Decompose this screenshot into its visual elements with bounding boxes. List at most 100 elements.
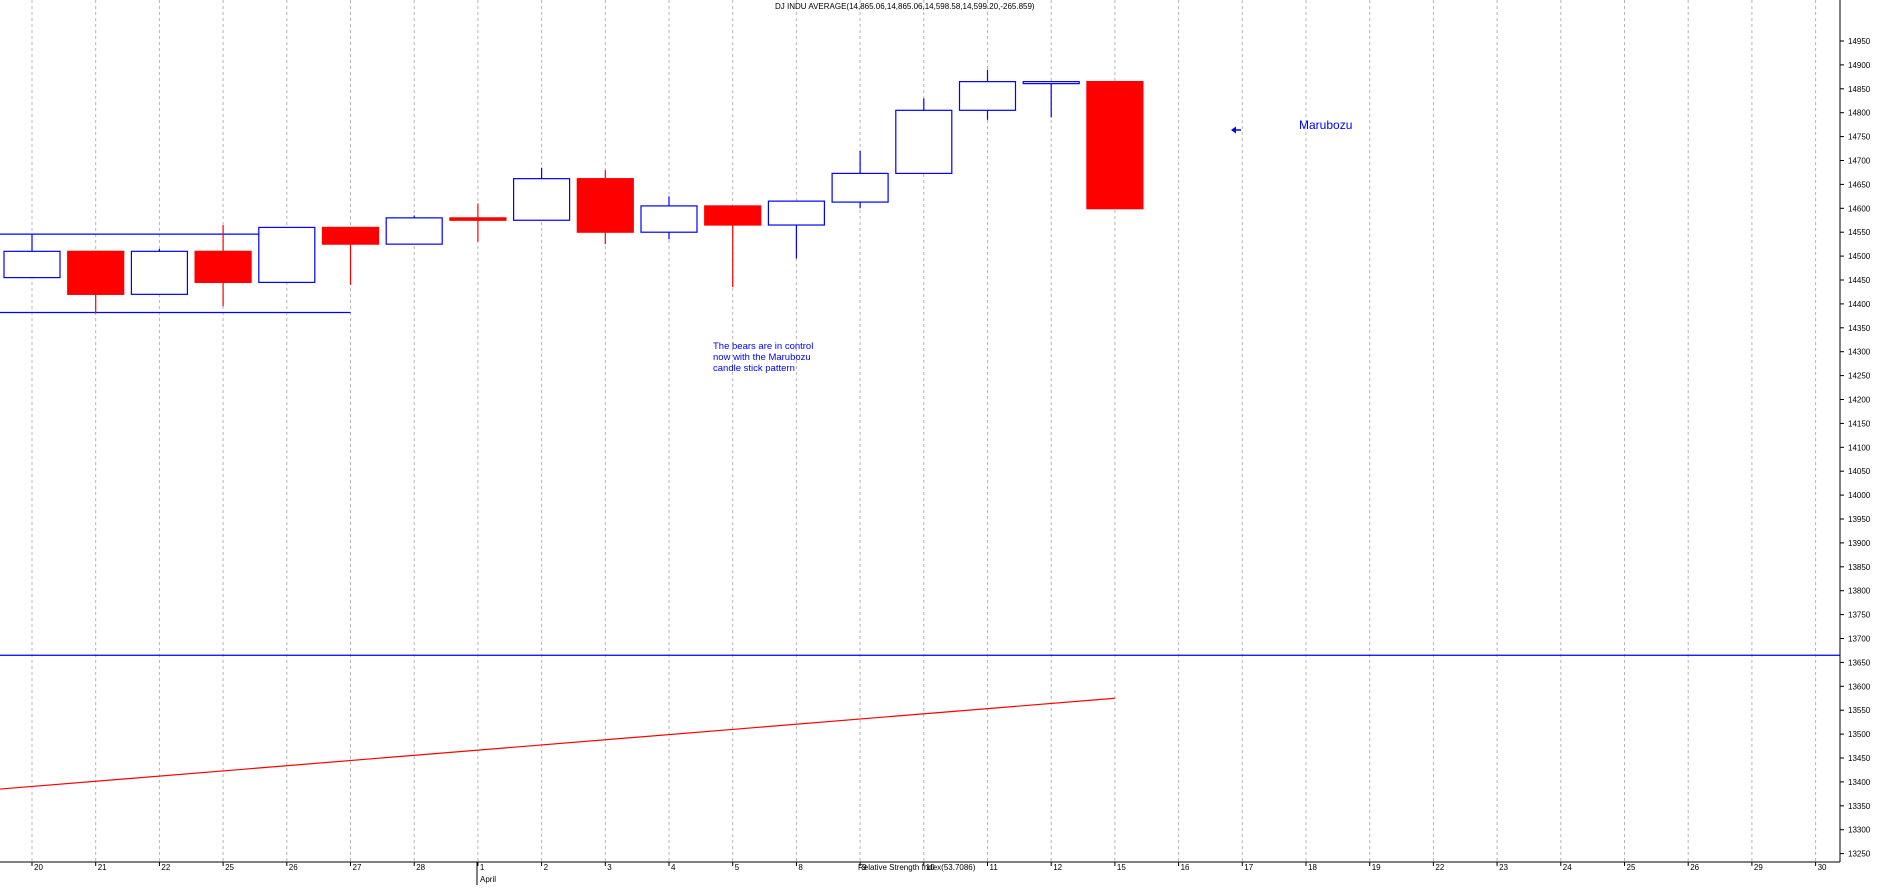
x-tick-label: 17 (1244, 863, 1253, 872)
candle (576, 170, 634, 245)
x-tick-label: 21 (98, 863, 107, 872)
candle (1022, 81, 1080, 118)
x-tick-label: 28 (416, 863, 425, 872)
x-tick-label: 5 (735, 863, 740, 872)
y-tick-label: 14450 (1848, 276, 1871, 285)
candle-body (449, 217, 507, 221)
rsi-line (0, 697, 1115, 790)
marubozu-label: Marubozu (1299, 118, 1352, 132)
x-tick-label: 2 (544, 863, 549, 872)
candle (67, 250, 125, 314)
candle (3, 234, 61, 279)
y-tick-label: 14300 (1848, 348, 1871, 357)
x-tick-label: 12 (1053, 863, 1062, 872)
y-tick-label: 13550 (1848, 706, 1871, 715)
x-tick-label: 18 (1308, 863, 1317, 872)
candle (385, 215, 443, 245)
y-tick-label: 13700 (1848, 635, 1871, 644)
candle-body (512, 178, 571, 221)
y-tick-label: 14700 (1848, 157, 1871, 166)
y-tick-label: 14100 (1848, 443, 1871, 452)
candle (1086, 81, 1144, 210)
candle-body (767, 200, 826, 226)
x-tick-label: 30 (1818, 863, 1827, 872)
candle-body (1022, 81, 1080, 85)
x-tick-label: 10 (926, 863, 935, 872)
y-tick-label: 14400 (1848, 300, 1871, 309)
y-tick-label: 13800 (1848, 587, 1871, 596)
y-tick-label: 14600 (1848, 204, 1871, 213)
y-tick-label: 14200 (1848, 396, 1871, 405)
bears-annotation-line-2: now with the Marubozu (713, 352, 811, 363)
y-tick-label: 14350 (1848, 324, 1871, 333)
x-tick-label: 23 (1499, 863, 1508, 872)
x-tick-label: 25 (225, 863, 234, 872)
candle-body (1086, 81, 1144, 210)
candle-body (67, 250, 125, 295)
x-tick-label: 26 (1690, 863, 1699, 872)
y-tick-label: 14550 (1848, 228, 1871, 237)
x-tick-label: 11 (990, 863, 999, 872)
x-tick-label: 1 (480, 863, 485, 872)
candle-body (3, 250, 61, 279)
x-tick-label: 20 (34, 863, 43, 872)
candle (640, 196, 698, 240)
candle-body (258, 226, 316, 283)
candle (958, 69, 1017, 120)
candle (321, 226, 380, 285)
x-tick-label: 16 (1181, 863, 1190, 872)
candle (130, 248, 188, 295)
candle (831, 150, 889, 209)
x-tick-label: 22 (1435, 863, 1444, 872)
bears-annotation-line-3: candle stick pattern (713, 363, 795, 374)
y-tick-label: 14150 (1848, 419, 1871, 428)
x-tick-label: 8 (798, 863, 803, 872)
chart-title: DJ INDU AVERAGE(14,865.06,14,865.06,14,5… (775, 2, 1035, 11)
candle-body (895, 109, 953, 175)
candle (512, 167, 571, 221)
y-tick-label: 13850 (1848, 563, 1871, 572)
candle-body (194, 250, 252, 283)
y-tick-label: 13750 (1848, 611, 1871, 620)
y-tick-label: 13350 (1848, 802, 1871, 811)
indicator-label: Relative Strength Index(53.7086) (858, 863, 976, 872)
candle (704, 205, 762, 288)
y-tick-label: 13950 (1848, 515, 1871, 524)
y-tick-label: 13600 (1848, 682, 1871, 691)
month-label: April (480, 875, 496, 884)
x-tick-label: 24 (1563, 863, 1572, 872)
candle-body (130, 250, 188, 295)
y-tick-label: 14800 (1848, 109, 1871, 118)
y-tick-label: 14850 (1848, 85, 1871, 94)
candle-body (321, 226, 380, 245)
y-tick-label: 13400 (1848, 778, 1871, 787)
y-tick-label: 14250 (1848, 372, 1871, 381)
candle (258, 226, 316, 283)
x-tick-label: 3 (607, 863, 612, 872)
x-tick-label: 19 (1372, 863, 1381, 872)
candle (194, 225, 252, 307)
x-tick-label: 9 (862, 863, 867, 872)
y-tick-label: 14650 (1848, 180, 1871, 189)
y-tick-label: 14750 (1848, 133, 1871, 142)
x-tick-label: 29 (1754, 863, 1763, 872)
arrow-left-icon (1231, 126, 1241, 134)
candle-body (385, 217, 443, 245)
y-tick-label: 14000 (1848, 491, 1871, 500)
x-tick-label: 27 (353, 863, 362, 872)
y-tick-label: 13450 (1848, 754, 1871, 763)
y-tick-label: 14050 (1848, 467, 1871, 476)
x-tick-label: 25 (1627, 863, 1636, 872)
x-tick-label: 4 (671, 863, 676, 872)
y-tick-label: 14900 (1848, 61, 1871, 70)
x-tick-label: 15 (1117, 863, 1126, 872)
candle-body (576, 178, 634, 233)
bears-annotation-line-1: The bears are in control (713, 341, 813, 352)
candle-body (640, 205, 698, 233)
y-tick-label: 13500 (1848, 730, 1871, 739)
x-tick-label: 22 (161, 863, 170, 872)
candle (895, 98, 953, 175)
x-tick-label: 26 (289, 863, 298, 872)
